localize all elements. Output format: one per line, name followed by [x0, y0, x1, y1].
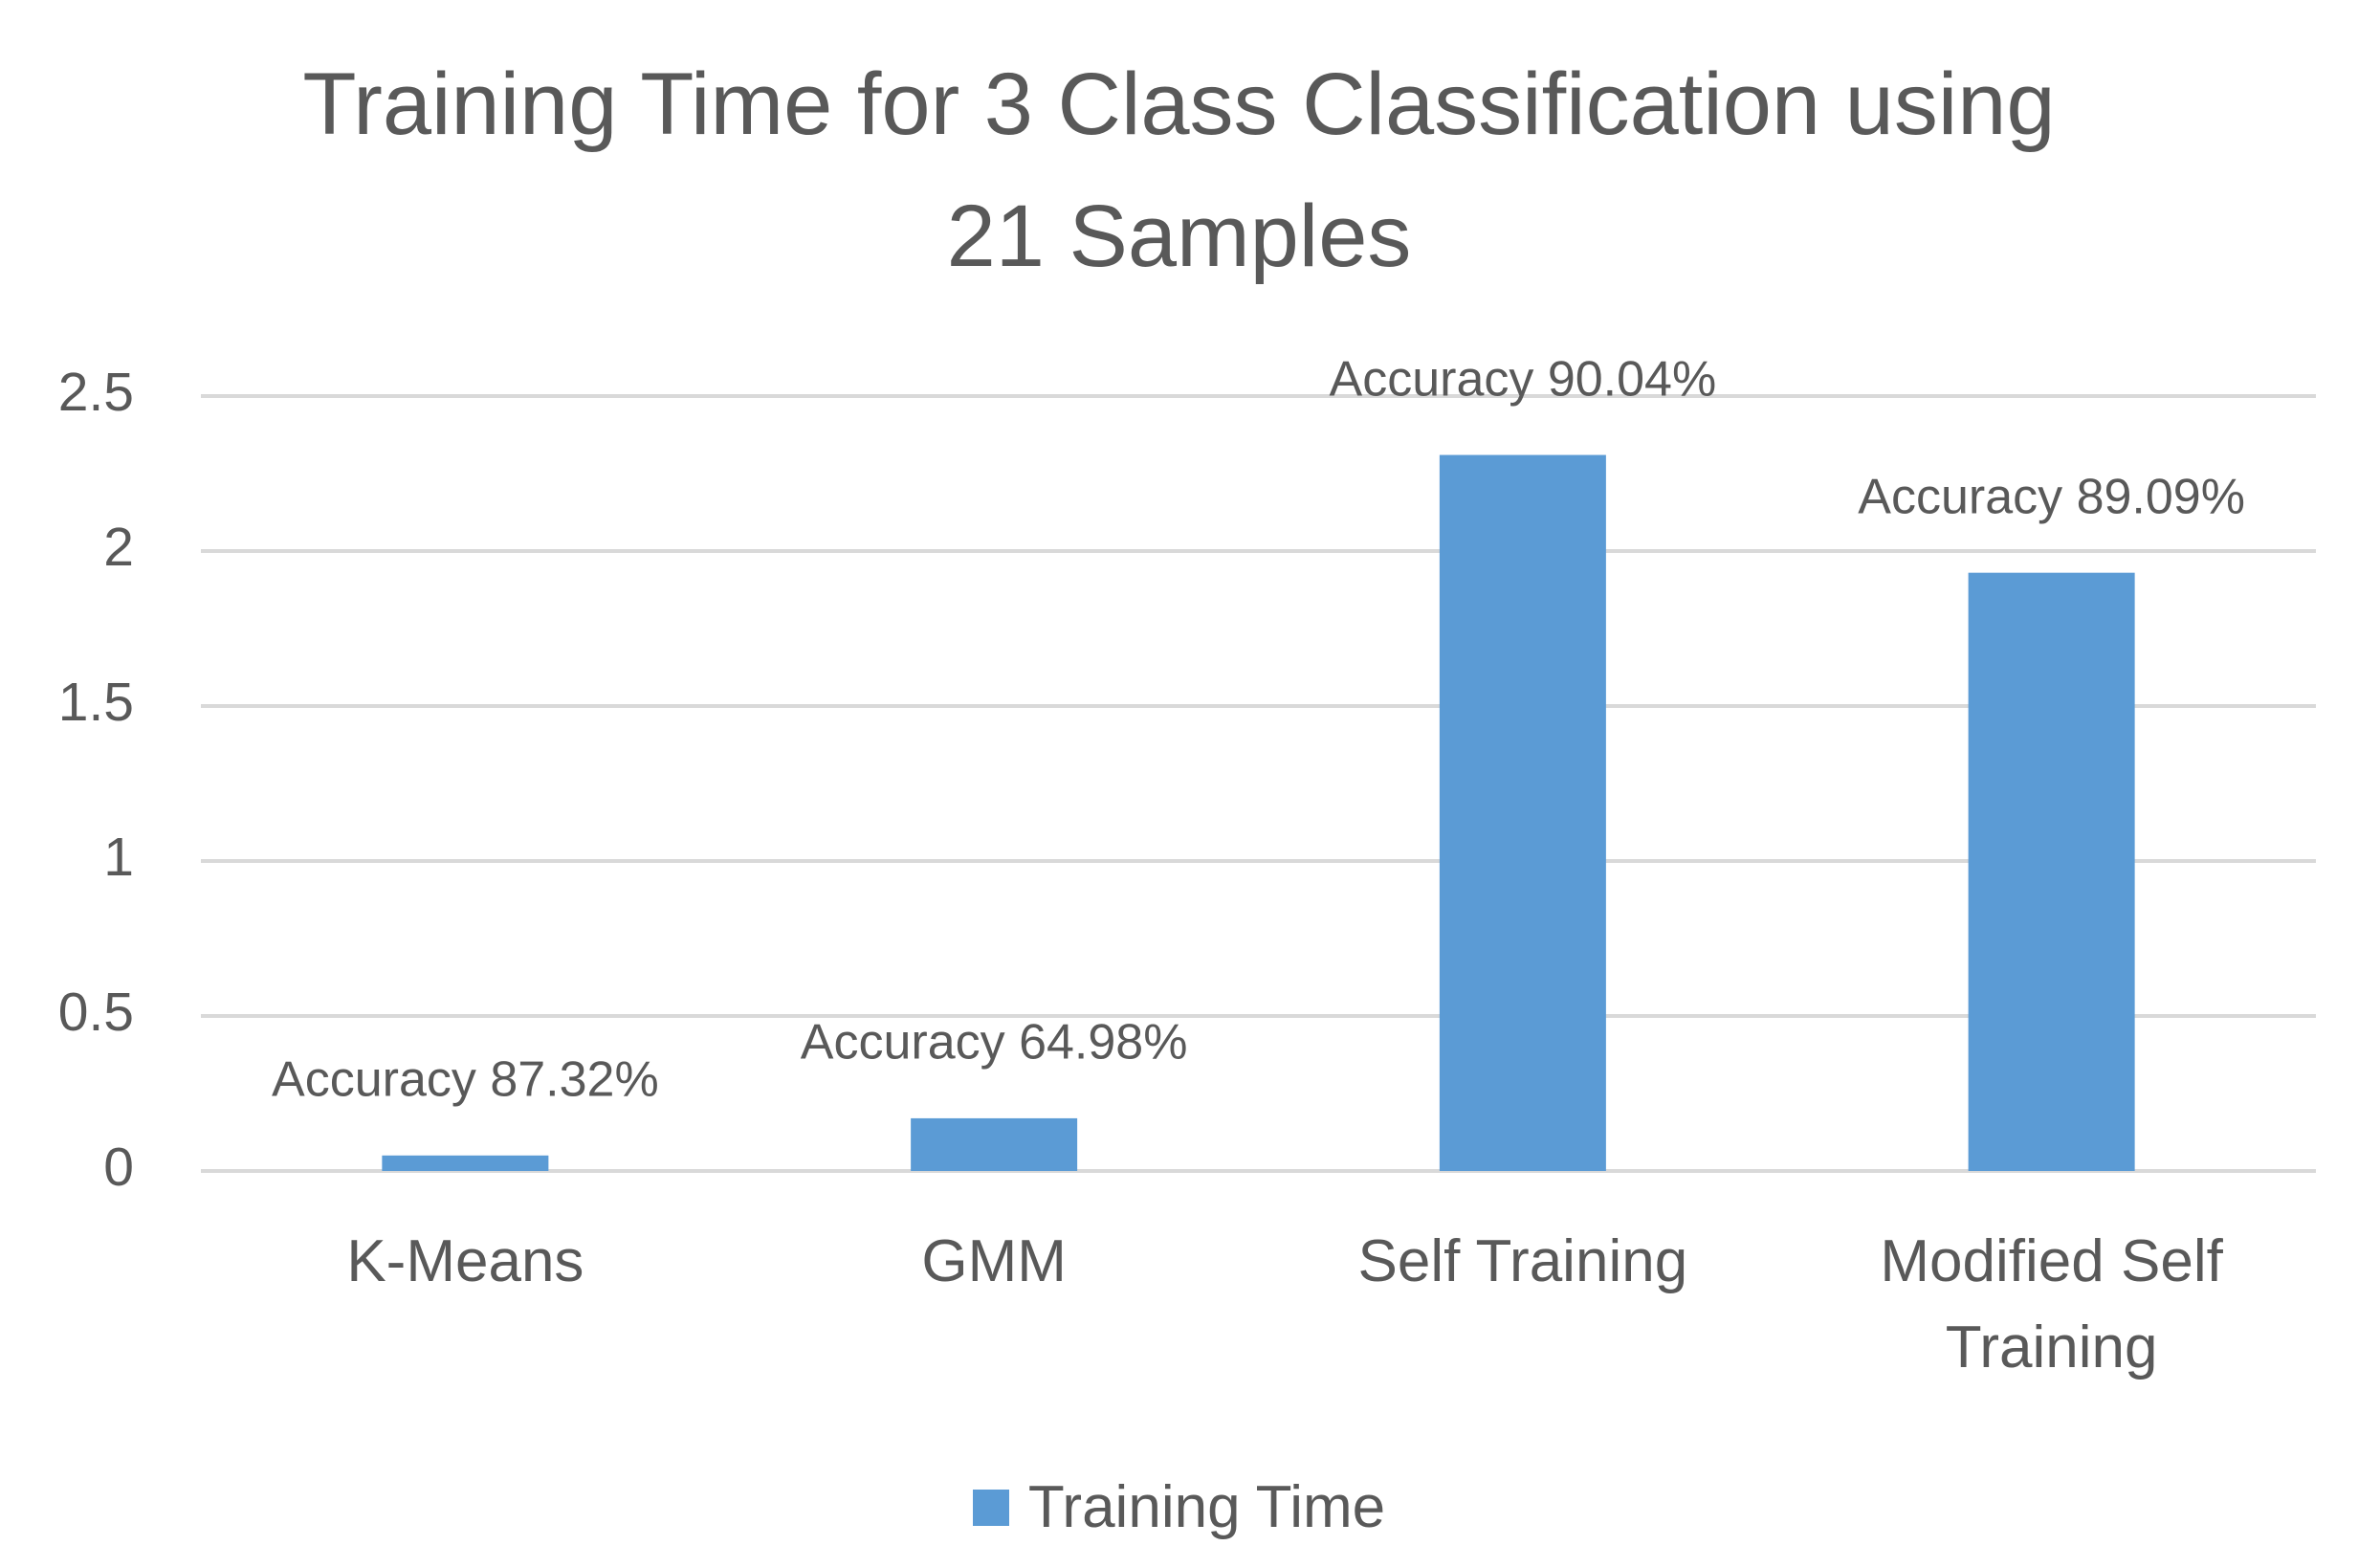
legend-label: Training Time [1027, 1474, 1386, 1540]
data-annotation: Accuracy 90.04% [1330, 351, 1717, 407]
bar [911, 1117, 1078, 1171]
y-tick-label: 2.5 [58, 362, 134, 423]
data-annotation: Accuracy 64.98% [801, 1015, 1188, 1071]
x-tick-label: K-Means [346, 1228, 584, 1294]
y-tick-label: 0 [103, 1137, 134, 1198]
x-tick-label: Self Training [1357, 1228, 1688, 1294]
bar [1968, 572, 2135, 1171]
bar [1439, 454, 1606, 1171]
data-annotation: Accuracy 89.09% [1858, 469, 2245, 524]
x-tick-label: GMM [921, 1228, 1067, 1294]
y-tick-label: 1.5 [58, 672, 134, 733]
x-tick-label: Modified Self Training [1880, 1228, 2223, 1380]
y-tick-label: 2 [103, 517, 134, 578]
bar [382, 1155, 549, 1171]
chart-title: Training Time for 3 Class Classification… [302, 55, 2056, 285]
legend: Training Time [0, 1473, 2358, 1541]
y-tick-label: 1 [103, 827, 134, 888]
data-annotation: Accuracy 87.32% [272, 1052, 659, 1108]
y-tick-label: 0.5 [58, 982, 134, 1043]
legend-swatch [972, 1489, 1009, 1526]
